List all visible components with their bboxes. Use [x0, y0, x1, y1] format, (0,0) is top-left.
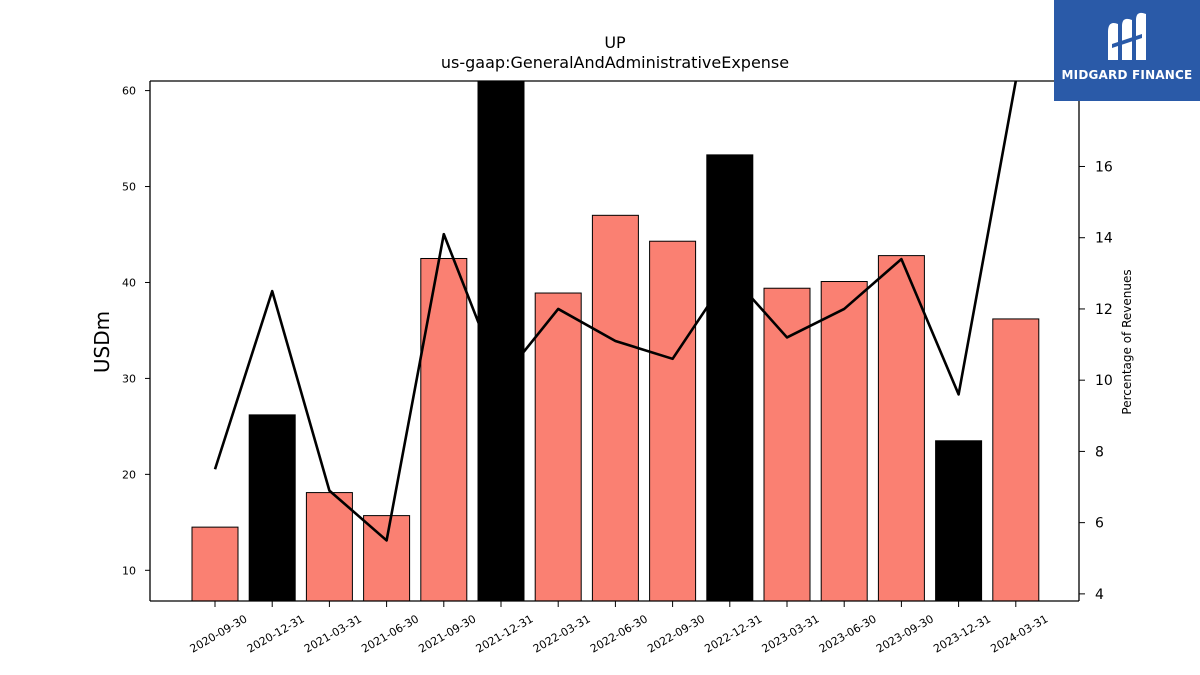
x-tick-label: 2022-06-30: [588, 612, 650, 655]
bar: [534, 292, 582, 602]
x-tick-label: 2022-12-31: [702, 612, 764, 655]
brand-logo: MIDGARD FINANCE: [1054, 0, 1200, 101]
y2-tick-label: 16: [1095, 159, 1113, 175]
x-tick-label: 2020-09-30: [188, 612, 250, 655]
brand-name: MIDGARD FINANCE: [1061, 68, 1193, 82]
x-tick-label: 2023-12-31: [931, 612, 993, 655]
y-tick-label: 40: [122, 276, 136, 289]
chart-subtitle: us-gaap:GeneralAndAdministrativeExpense: [441, 53, 789, 72]
bar: [877, 255, 925, 602]
y2-tick-label: 8: [1095, 444, 1104, 460]
bar: [706, 154, 754, 602]
y-tick-label: 60: [122, 85, 136, 98]
y2-tick-label: 10: [1095, 373, 1113, 389]
x-tick-label: 2021-09-30: [416, 612, 478, 655]
bar: [420, 257, 468, 602]
series-line: [213, 80, 1018, 542]
bar: [363, 515, 411, 602]
bar: [305, 492, 353, 602]
bar: [820, 281, 868, 602]
bar: [763, 287, 811, 602]
bar: [935, 440, 983, 602]
x-tick-label: 2024-03-31: [988, 612, 1050, 655]
y2-tick-label: 12: [1095, 302, 1113, 318]
x-tick-label: 2022-09-30: [645, 612, 707, 655]
x-tick-label: 2021-03-31: [302, 612, 364, 655]
line-group: [213, 80, 1018, 542]
y-tick-label: 20: [122, 468, 136, 481]
x-tick-label: 2023-09-30: [874, 612, 936, 655]
x-tick-label: 2023-03-31: [760, 612, 822, 655]
y-tick-label: 10: [122, 564, 136, 577]
x-tick-label: 2021-12-31: [474, 612, 536, 655]
y2-tick-label: 4: [1095, 587, 1104, 603]
y2-tick-label: 6: [1095, 516, 1104, 532]
chart-title: UP: [604, 33, 626, 52]
x-tick-label: 2020-12-31: [245, 612, 307, 655]
x-tick-label: 2021-06-30: [359, 612, 421, 655]
bar: [992, 318, 1040, 602]
y-tick-label: 50: [122, 181, 136, 194]
y-axis-label: USDm: [90, 311, 114, 373]
x-tick-label: 2022-03-31: [531, 612, 593, 655]
bar: [591, 214, 639, 602]
y2-tick-label: 14: [1095, 231, 1113, 247]
bar: [649, 240, 697, 602]
bar: [248, 414, 296, 602]
x-tick-label: 2023-06-30: [817, 612, 879, 655]
bar: [191, 526, 239, 602]
y2-axis-label: Percentage of Revenues: [1120, 269, 1134, 414]
y-tick-label: 30: [122, 372, 136, 385]
midgard-logo-icon: [1108, 12, 1146, 60]
